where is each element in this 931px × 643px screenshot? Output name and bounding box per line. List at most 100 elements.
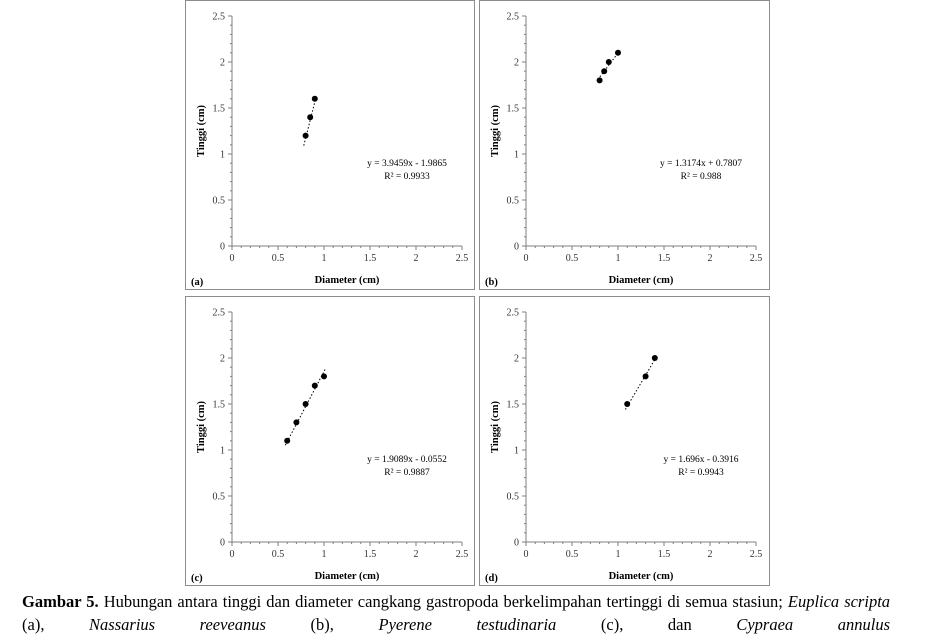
caption-species-b: Nassarius reeveanus — [89, 615, 266, 634]
data-point — [651, 355, 658, 361]
x-tick-label: 0.5 — [272, 253, 285, 264]
y-tick-label: 1.5 — [213, 104, 226, 115]
chart-svg: 0 0.5 1 1.5 2 2.5 0 0.5 1 1.5 2 2.5 Diameter (cm) Tin… — [191, 12, 469, 289]
regression-equation: y = 3.9459x - 1.9865 — [367, 159, 447, 169]
x-tick-label: 1.5 — [364, 549, 377, 560]
caption-ref-c: (c), dan — [600, 615, 692, 634]
r-squared-label: R² = 0.9943 — [678, 468, 724, 478]
x-tick-label: 1.5 — [364, 253, 377, 264]
r-squared-label: R² = 0.9887 — [384, 468, 430, 478]
y-tick-label: 2 — [220, 354, 225, 365]
y-axis-title: Tinggi (cm) — [490, 400, 501, 453]
data-point — [307, 114, 314, 121]
y-tick-label: 0.5 — [507, 196, 520, 207]
x-tick-label: 2.5 — [456, 549, 469, 560]
y-tick-label: 1 — [514, 150, 519, 161]
y-tick-label: 0 — [514, 538, 519, 549]
x-tick-label: 0.5 — [566, 549, 579, 560]
data-point — [302, 401, 309, 407]
x-tick-label: 2 — [414, 253, 419, 264]
data-point — [605, 59, 612, 65]
data-point — [311, 382, 318, 389]
regression-equation: y = 1.9089x - 0.0552 — [367, 455, 447, 465]
panel-label: (d) — [485, 573, 498, 584]
x-tick-label: 0 — [230, 253, 235, 264]
x-tick-label: 2.5 — [750, 549, 763, 560]
data-point — [596, 77, 603, 84]
y-tick-label: 2.5 — [507, 308, 520, 319]
trendline — [284, 367, 327, 446]
regression-equation: y = 1.696x - 0.3916 — [663, 455, 738, 465]
panel-label: (a) — [191, 277, 204, 288]
data-point — [284, 437, 291, 444]
data-point — [302, 132, 309, 139]
data-point — [311, 95, 318, 102]
y-tick-label: 1.5 — [507, 400, 520, 411]
x-tick-label: 0 — [524, 549, 529, 560]
x-axis-title: Diameter (cm) — [315, 571, 380, 582]
caption-species-a: Euplica scripta — [787, 592, 891, 611]
x-tick-label: 1 — [616, 253, 621, 264]
y-tick-label: 1 — [220, 150, 225, 161]
x-tick-label: 2.5 — [456, 253, 469, 264]
y-axis-title: Tinggi (cm) — [196, 104, 207, 157]
r-squared-label: R² = 0.988 — [681, 172, 722, 182]
y-tick-label: 1 — [220, 446, 225, 457]
x-axis-title: Diameter (cm) — [609, 571, 674, 582]
x-tick-label: 0 — [230, 549, 235, 560]
x-tick-label: 0.5 — [272, 549, 285, 560]
x-tick-label: 2 — [708, 253, 713, 264]
caption-text: Hubungan antara tinggi dan diameter cang… — [103, 592, 783, 611]
r-squared-label: R² = 0.9933 — [384, 172, 430, 182]
caption-label: Gambar 5. — [22, 592, 99, 611]
x-tick-label: 2 — [414, 549, 419, 560]
x-tick-label: 1 — [322, 253, 327, 264]
data-point — [615, 49, 621, 56]
y-tick-label: 0 — [220, 538, 225, 549]
x-tick-label: 1 — [616, 549, 621, 560]
y-axis-title: Tinggi (cm) — [196, 400, 207, 453]
y-tick-label: 2.5 — [507, 12, 520, 23]
y-tick-label: 2.5 — [213, 12, 226, 23]
chart-panel-a: 0 0.5 1 1.5 2 2.5 0 0.5 1 1.5 2 2.5 Diameter (cm) Tin… — [185, 0, 475, 290]
x-tick-label: 2.5 — [750, 253, 763, 264]
figure-caption: Gambar 5. Hubungan antara tinggi dan dia… — [22, 590, 890, 636]
x-axis-title: Diameter (cm) — [315, 275, 380, 286]
x-tick-label: 1.5 — [658, 253, 671, 264]
y-tick-label: 2 — [514, 354, 519, 365]
regression-equation: y = 1.3174x + 0.7807 — [660, 159, 742, 169]
y-tick-label: 1.5 — [213, 400, 226, 411]
x-tick-label: 0 — [524, 253, 529, 264]
y-tick-label: 0 — [220, 242, 225, 253]
panel-label: (c) — [191, 573, 203, 584]
y-tick-label: 0.5 — [507, 492, 520, 503]
chart-svg: 0 0.5 1 1.5 2 2.5 0 0.5 1 1.5 2 2.5 Diameter (cm) Tin… — [485, 12, 763, 289]
y-tick-label: 1 — [514, 446, 519, 457]
data-point — [321, 373, 327, 380]
y-tick-label: 0.5 — [213, 196, 226, 207]
data-point — [293, 419, 300, 426]
caption-ref-b: (b), — [310, 615, 334, 634]
data-point — [601, 68, 608, 75]
chart-panel-c: 0 0.5 1 1.5 2 2.5 0 0.5 1 1.5 2 2.5 Diameter (cm) Tin… — [185, 296, 475, 586]
x-tick-label: 1.5 — [658, 549, 671, 560]
chart-svg: 0 0.5 1 1.5 2 2.5 0 0.5 1 1.5 2 2.5 Diameter (cm) Tin… — [191, 308, 469, 585]
y-axis-title: Tinggi (cm) — [490, 104, 501, 157]
caption-species-d: Cypraea annulus — [736, 615, 890, 634]
y-tick-label: 2 — [220, 58, 225, 69]
trendline — [597, 50, 621, 80]
y-tick-label: 1.5 — [507, 104, 520, 115]
trendline — [624, 356, 658, 410]
panel-label: (b) — [485, 277, 498, 288]
x-axis-title: Diameter (cm) — [609, 275, 674, 286]
chart-panel-d: 0 0.5 1 1.5 2 2.5 0 0.5 1 1.5 2 2.5 Diameter (cm) Tin… — [479, 296, 770, 586]
chart-svg: 0 0.5 1 1.5 2 2.5 0 0.5 1 1.5 2 2.5 Diameter (cm) Tin… — [485, 308, 763, 585]
y-tick-label: 0.5 — [213, 492, 226, 503]
caption-ref-a: (a), — [22, 615, 45, 634]
x-tick-label: 1 — [322, 549, 327, 560]
y-tick-label: 0 — [514, 242, 519, 253]
chart-panel-b: 0 0.5 1 1.5 2 2.5 0 0.5 1 1.5 2 2.5 Diameter (cm) Tin… — [479, 0, 770, 290]
x-tick-label: 2 — [708, 549, 713, 560]
data-point — [624, 401, 631, 407]
x-tick-label: 0.5 — [566, 253, 579, 264]
